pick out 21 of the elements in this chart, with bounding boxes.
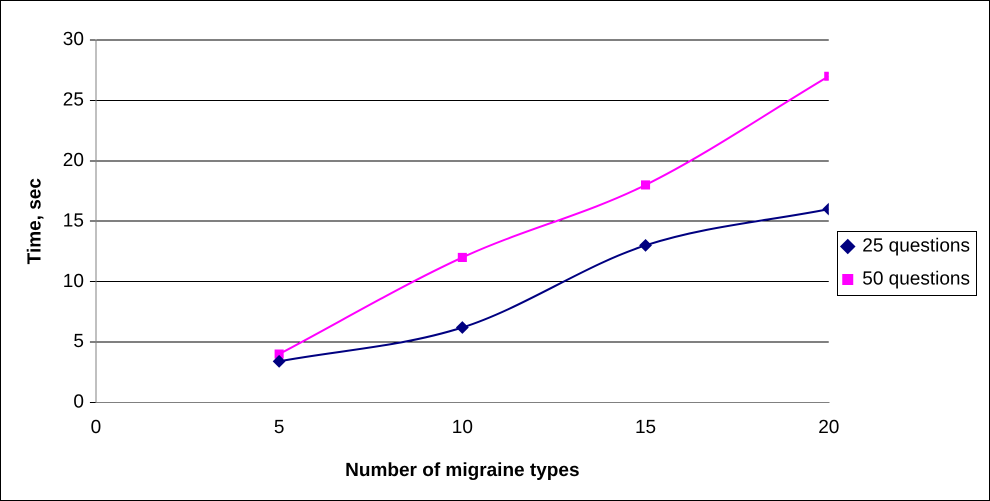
y-tick-label: 10 (62, 270, 84, 292)
y-axis-title: Time, sec (24, 178, 46, 264)
x-tick-label: 5 (274, 417, 284, 438)
y-tick-label: 5 (73, 331, 84, 352)
y-tick-label: 15 (62, 210, 84, 232)
x-tick-label: 15 (634, 417, 656, 438)
x-tick-label: 20 (818, 417, 840, 438)
x-tick-label: 10 (452, 417, 473, 438)
point (641, 180, 650, 190)
legend-label: 25 questions (862, 236, 970, 257)
x-tick-label: 0 (90, 417, 102, 438)
y-tick-label: 20 (62, 150, 84, 172)
y-tick-label: 0 (73, 392, 84, 413)
point (273, 355, 286, 368)
x-axis-title: Number of migraine types (345, 460, 580, 481)
legend-label: 50 questions (862, 268, 970, 290)
point (640, 239, 652, 252)
y-tick-label: 25 (62, 90, 84, 111)
point (458, 252, 467, 262)
y-tick-label: 30 (62, 29, 84, 50)
point (456, 322, 468, 334)
